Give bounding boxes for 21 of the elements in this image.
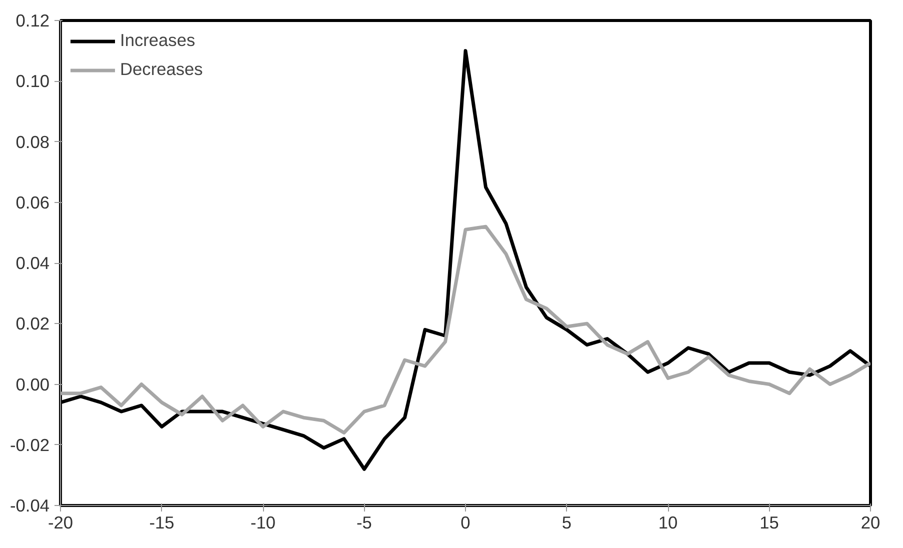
y-tick-label: 0.04 (16, 253, 50, 273)
y-tick-label: 0.02 (16, 314, 50, 334)
x-tick-label: -10 (250, 512, 276, 532)
line-series (60, 224, 870, 434)
x-tick-label: 20 (860, 512, 880, 532)
x-tick-label: 15 (760, 512, 779, 532)
x-tick-label: -5 (356, 512, 372, 532)
y-tick-label: 0.10 (16, 71, 50, 92)
x-tick-label: 0 (460, 512, 470, 532)
x-tick-label: -15 (149, 512, 174, 532)
y-tick-label: 0.00 (16, 374, 50, 394)
x-tick-label: 10 (658, 512, 678, 532)
x-tick-label: -20 (48, 512, 74, 532)
y-tick-label: 0.06 (16, 192, 50, 212)
y-tick-label: -0.02 (10, 434, 50, 455)
y-tick-label: 0.08 (16, 132, 50, 152)
legend-label: Increases (120, 30, 196, 51)
y-tick-label: -0.04 (10, 496, 50, 516)
legend-label: Decreases (120, 59, 203, 80)
y-tick-label: 0.12 (16, 10, 50, 30)
x-tick-label: 5 (562, 512, 572, 532)
